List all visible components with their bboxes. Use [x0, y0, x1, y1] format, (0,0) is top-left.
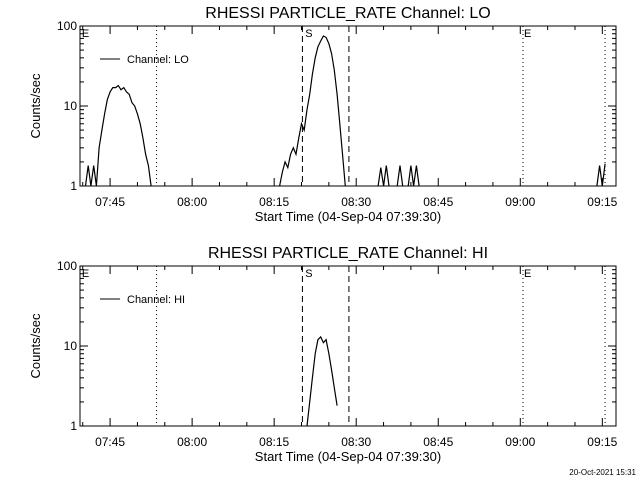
panel1-marker-label-2: E — [524, 268, 531, 280]
chart-panel-lo: RHESSI PARTICLE_RATE Channel: LO 1 10 100 07… — [28, 5, 618, 224]
panel0-title: RHESSI PARTICLE_RATE Channel: LO — [205, 5, 490, 22]
panel0-series-0-segment-5 — [596, 163, 606, 187]
panel1-x-axis-label: Start Time (04-Sep-04 07:39:30) — [255, 449, 441, 464]
panel1-x-tick-label-09:15: 09:15 — [587, 435, 617, 449]
panel0-marker-label-2: E — [524, 28, 531, 40]
panel0-x-tick-label-08:30: 08:30 — [341, 195, 371, 209]
panel0-y-axis-label: Counts/sec — [28, 73, 43, 139]
panel1-marker-label-1: S — [305, 268, 312, 280]
panel0-x-tick-label-09:00: 09:00 — [505, 195, 535, 209]
footer-timestamp: 20-Oct-2021 15:31 — [569, 468, 636, 477]
panel1-y-tick-label-10: 10 — [64, 339, 78, 353]
panel0-marker-label-0: E — [82, 28, 89, 40]
panel1-y-tick-label-1: 1 — [70, 419, 77, 433]
panel0-x-tick-label-08:00: 08:00 — [177, 195, 207, 209]
panel0-y-tick-label-1: 1 — [70, 179, 77, 193]
panel0-series-0-segment-2 — [377, 165, 390, 187]
panel1-title: RHESSI PARTICLE_RATE Channel: HI — [208, 245, 488, 262]
panel1-y-axis-label: Counts/sec — [28, 313, 43, 379]
panel1-legend-label: Channel: HI — [127, 294, 185, 306]
panel0-x-tick-label-08:45: 08:45 — [423, 195, 453, 209]
panel1-x-tick-label-07:45: 07:45 — [95, 435, 125, 449]
panel0-x-axis-label: Start Time (04-Sep-04 07:39:30) — [255, 209, 441, 224]
panel0-legend-label: Channel: LO — [127, 54, 189, 66]
panel1-axes-frame — [79, 265, 617, 427]
panel1-x-tick-label-09:00: 09:00 — [505, 435, 535, 449]
panel1-x-tick-label-08:00: 08:00 — [177, 435, 207, 449]
panel0-axes-frame — [79, 25, 617, 187]
panel1-x-tick-label-08:15: 08:15 — [259, 435, 289, 449]
panel1-x-tick-label-08:30: 08:30 — [341, 435, 371, 449]
panel0-y-tick-label-100: 100 — [57, 19, 77, 33]
panel0-x-tick-label-09:15: 09:15 — [587, 195, 617, 209]
panel0-series-0-segment-3 — [396, 165, 404, 187]
panel1-y-tick-label-100: 100 — [57, 259, 77, 273]
panel0-marker-label-1: S — [305, 28, 312, 40]
panel0-series-0-segment-1 — [279, 35, 346, 187]
panel1-marker-label-0: E — [82, 268, 89, 280]
panel0-x-tick-label-08:15: 08:15 — [259, 195, 289, 209]
panel1-x-tick-label-08:45: 08:45 — [423, 435, 453, 449]
panel0-y-tick-label-10: 10 — [64, 99, 78, 113]
panel0-x-tick-label-07:45: 07:45 — [95, 195, 125, 209]
panel0-series-0-segment-4 — [407, 165, 420, 187]
panel1-series-0-segment-0 — [306, 335, 338, 427]
chart-panel-hi: RHESSI PARTICLE_RATE Channel: HI 1 10 100 07… — [28, 245, 618, 464]
panel0-series-0-segment-0 — [84, 84, 152, 187]
